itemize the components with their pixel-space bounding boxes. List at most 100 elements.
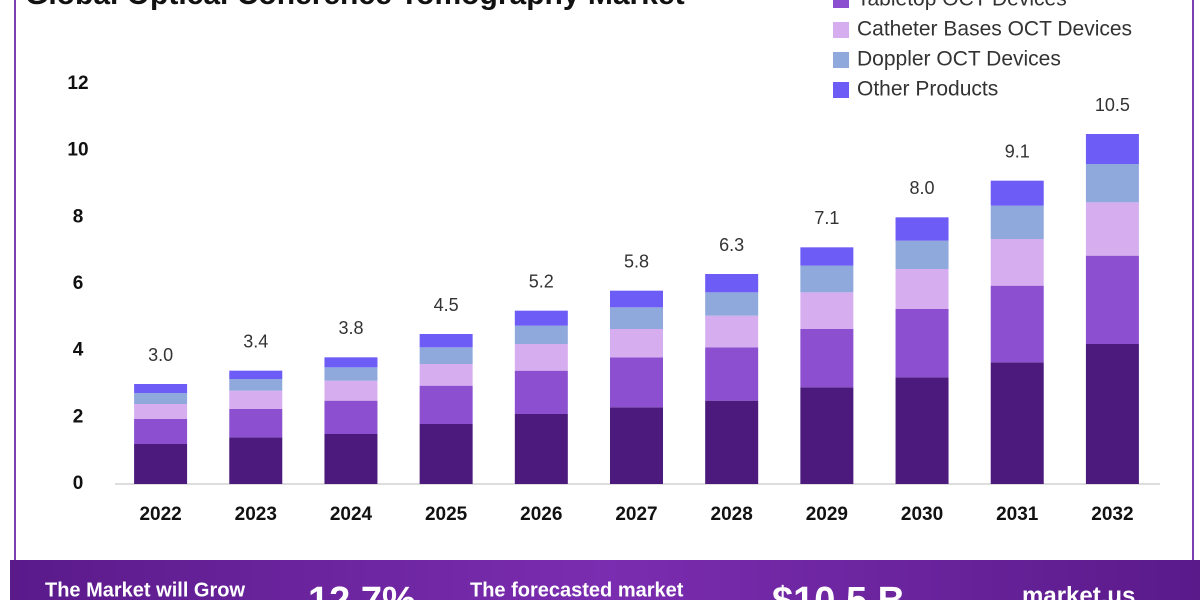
total-label: 3.4	[243, 331, 268, 351]
bar-segment	[705, 347, 759, 401]
total-label: 9.1	[1005, 141, 1030, 161]
bar-segment	[895, 309, 949, 378]
bar-segment	[229, 379, 283, 391]
legend-label: Doppler OCT Devices	[857, 48, 1061, 71]
x-tick-label: 2029	[806, 504, 848, 525]
bar-segment	[610, 357, 663, 408]
bar-segment	[800, 387, 854, 484]
bar-segment	[514, 414, 568, 484]
legend-swatch	[833, 22, 849, 38]
bar-segment	[1085, 255, 1139, 344]
total-label: 5.2	[529, 271, 554, 291]
bar-segment	[705, 400, 759, 484]
total-label: 3.8	[338, 318, 363, 338]
bar-segment	[134, 404, 188, 419]
x-tick-label: 2028	[711, 504, 753, 525]
bar-segment	[229, 437, 283, 484]
bar-segment	[895, 217, 949, 241]
banner-texts: The Market will Grow 12.7% The forecaste…	[45, 579, 1135, 600]
x-tick-label: 2022	[139, 504, 181, 525]
bar-segment	[705, 292, 759, 316]
x-tick-label: 2026	[520, 504, 562, 525]
chart-title: Global Optical Coherence Tomography Mark…	[25, 0, 685, 11]
y-tick-label: 12	[67, 73, 88, 94]
bar-segment	[419, 334, 473, 348]
bar-segment	[610, 307, 663, 329]
y-tick-label: 4	[73, 340, 84, 361]
bar-segment	[419, 385, 473, 424]
bar-segment	[610, 407, 663, 484]
bar-segment	[1085, 202, 1139, 256]
bar-segment	[990, 205, 1044, 239]
x-tick-label: 2032	[1091, 504, 1133, 525]
banner-text: market.us	[1022, 582, 1135, 600]
bar-segment	[229, 409, 283, 438]
legend-label: Tabletop OCT Devices	[857, 0, 1067, 11]
banner-text: The Market will Grow	[45, 579, 245, 600]
bar-segment	[800, 292, 854, 329]
y-tick-label: 8	[73, 206, 84, 227]
y-tick-label: 2	[73, 406, 84, 427]
banner	[10, 560, 1200, 600]
bar-segment	[610, 290, 663, 308]
bar-segment	[229, 390, 283, 409]
bar-segment	[800, 329, 854, 388]
bar-segment	[514, 344, 568, 371]
bar-segment	[990, 362, 1044, 484]
bar-segment	[705, 274, 759, 293]
bar-segment	[990, 285, 1044, 363]
bar-segment	[1085, 164, 1139, 203]
bar-segment	[990, 239, 1044, 286]
bar-segment	[895, 240, 949, 269]
total-label: 5.8	[624, 251, 649, 271]
total-label: 6.3	[719, 235, 744, 255]
bar-segment	[134, 384, 188, 393]
bar-segment	[134, 393, 188, 404]
x-tick-label: 2023	[235, 504, 277, 525]
x-tick-label: 2027	[615, 504, 657, 525]
bar-segment	[324, 367, 378, 381]
bar-segment	[134, 419, 188, 444]
bar-segment	[324, 434, 378, 484]
legend-swatch	[833, 52, 849, 68]
bar-segment	[1085, 344, 1139, 484]
banner-number: 12.7%	[308, 580, 416, 600]
x-tick-label: 2024	[330, 504, 373, 525]
y-tick-label: 0	[73, 473, 84, 494]
total-label: 10.5	[1095, 95, 1130, 115]
bar-segment	[990, 180, 1044, 206]
bar-segment	[610, 329, 663, 358]
total-label: 8.0	[910, 178, 935, 198]
bar-segment	[419, 347, 473, 364]
bar-segment	[1085, 134, 1139, 164]
y-tick-label: 6	[73, 273, 84, 294]
bar-segment	[514, 370, 568, 414]
legend-label: Catheter Bases OCT Devices	[857, 18, 1132, 41]
bar-segment	[419, 364, 473, 386]
x-tick-label: 2031	[996, 504, 1039, 525]
legend-swatch	[833, 82, 849, 98]
legend-label: Other Products	[857, 78, 998, 101]
total-label: 3.0	[148, 345, 173, 365]
banner-text: The forecasted market	[470, 579, 684, 600]
legend-swatch	[833, 0, 849, 8]
bar-segment	[324, 400, 378, 434]
bar-segment	[705, 315, 759, 348]
bar-segment	[134, 444, 188, 484]
bar-segment	[324, 357, 378, 368]
bar-segment	[324, 380, 378, 401]
bar-segment	[895, 377, 949, 484]
bar-segment	[800, 265, 854, 293]
x-tick-label: 2030	[901, 504, 943, 525]
bar-segment	[514, 325, 568, 344]
bar-segment	[800, 247, 854, 266]
total-label: 7.1	[814, 208, 839, 228]
bar-segment	[229, 370, 283, 379]
bar-segment	[895, 269, 949, 309]
bar-segment	[514, 310, 568, 326]
bar-segment	[419, 424, 473, 484]
banner-number: $10.5 B	[772, 580, 905, 600]
total-label: 4.5	[434, 295, 459, 315]
